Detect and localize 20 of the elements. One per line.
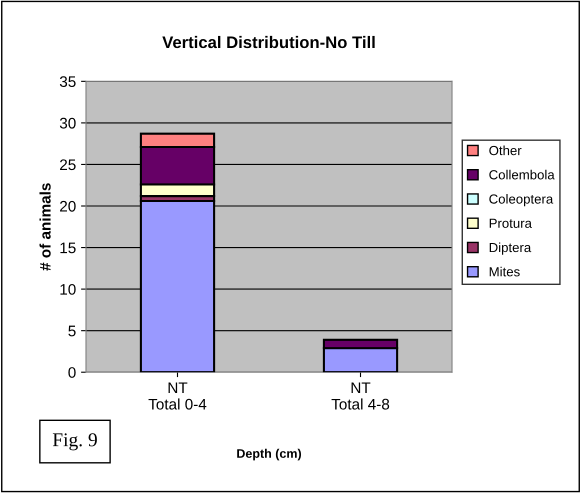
y-tick-label: 10: [60, 284, 76, 295]
x-axis-title: Depth (cm): [237, 448, 302, 460]
y-tick-label: 35: [60, 76, 76, 88]
legend-label: Collembola: [489, 170, 555, 180]
y-axis-title: # of animals: [39, 183, 51, 271]
legend-label: Other: [489, 146, 522, 156]
legend-label: Protura: [490, 218, 532, 228]
legend-label: Mites: [490, 266, 520, 276]
legend-label: Diptera: [490, 242, 532, 255]
y-tick-label: 15: [60, 242, 76, 254]
y-tick-label: 5: [68, 326, 76, 336]
x-tick-label: NT Total 0-4: [148, 382, 206, 410]
y-tick-label: 20: [60, 200, 76, 212]
chart-title: Vertical Distribution-No Till: [162, 36, 375, 48]
legend-label: Coleoptera: [489, 194, 554, 206]
y-tick-label: 25: [60, 159, 76, 170]
x-tick-label: NT Total 4-8: [332, 382, 390, 410]
caption: Fig. 9: [52, 433, 97, 450]
y-tick-label: 0: [68, 367, 76, 378]
y-tick-label: 30: [60, 118, 76, 129]
